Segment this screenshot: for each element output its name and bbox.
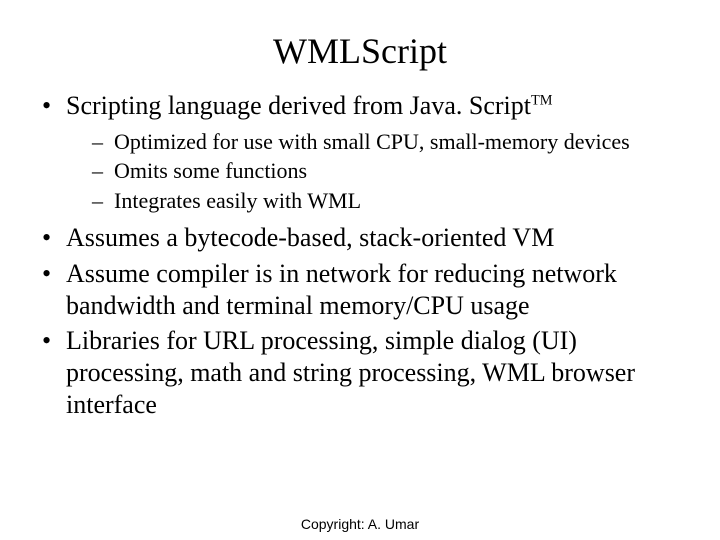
sub-bullet-3: Integrates easily with WML <box>92 187 690 215</box>
bullet-4: Libraries for URL processing, simple dia… <box>36 325 690 420</box>
trademark-symbol: TM <box>531 92 552 108</box>
slide: WMLScript Scripting language derived fro… <box>0 0 720 540</box>
bullet-2: Assumes a bytecode-based, stack-oriented… <box>36 222 690 254</box>
bullet-1: Scripting language derived from Java. Sc… <box>36 90 690 214</box>
bullet-1-text: Scripting language derived from Java. Sc… <box>66 91 531 120</box>
bullet-list-level2: Optimized for use with small CPU, small-… <box>92 128 690 215</box>
bullet-3: Assume compiler is in network for reduci… <box>36 258 690 321</box>
sub-bullet-1: Optimized for use with small CPU, small-… <box>92 128 690 156</box>
sub-bullet-2: Omits some functions <box>92 157 690 185</box>
slide-title: WMLScript <box>30 30 690 72</box>
bullet-list-level1: Scripting language derived from Java. Sc… <box>36 90 690 421</box>
copyright-footer: Copyright: A. Umar <box>0 516 720 532</box>
